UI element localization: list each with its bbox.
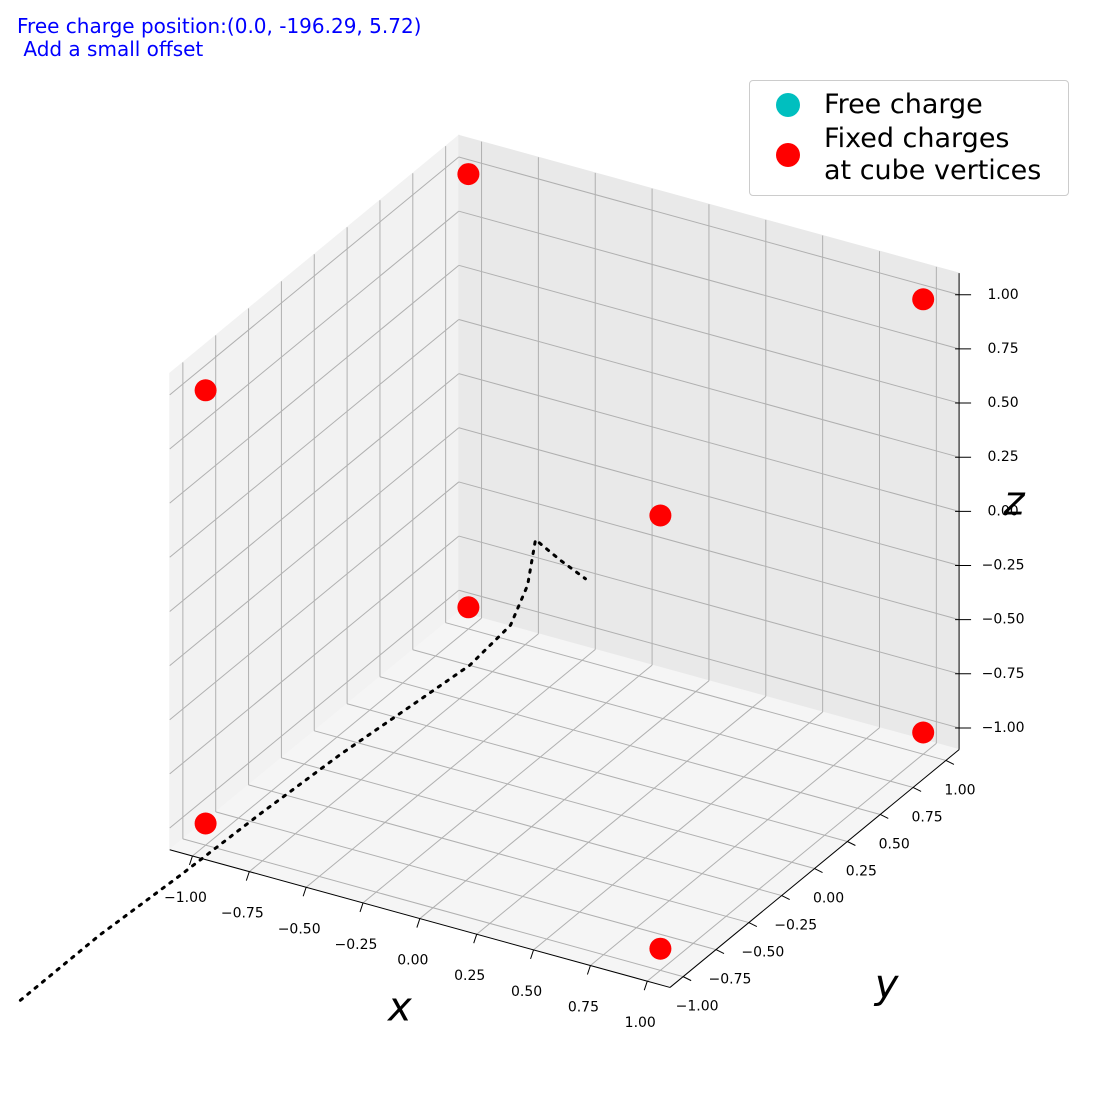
- x-tick: [302, 887, 307, 897]
- legend-label: Free charge: [824, 89, 983, 120]
- y-tick-label: 0.25: [846, 863, 877, 879]
- grid-line: [169, 210, 460, 450]
- x-tick: [245, 871, 250, 881]
- grid-line: [458, 210, 960, 350]
- charge-point: [194, 379, 217, 402]
- y-tick-label: 0.50: [879, 836, 910, 852]
- grid-line: [458, 264, 960, 404]
- y-axis-line: [669, 749, 960, 988]
- grid-line: [169, 373, 460, 612]
- x-tick: [359, 902, 364, 913]
- x-tick-label: 0.00: [397, 953, 428, 969]
- legend-item: Fixed charges at cube vertices: [750, 123, 1068, 187]
- z-tick-label: 0.25: [987, 449, 1018, 465]
- z-tick-label: −1.00: [982, 720, 1025, 736]
- charge-point: [457, 163, 480, 186]
- charge-point: [912, 721, 935, 744]
- x-tick: [530, 949, 535, 960]
- legend-marker: [776, 93, 800, 117]
- charge-point: [912, 288, 935, 311]
- legend: Free charge Fixed charges at cube vertice…: [749, 80, 1069, 196]
- grid-line: [182, 838, 684, 978]
- z-axis-label: z: [1003, 478, 1026, 524]
- x-tick: [643, 981, 648, 991]
- x-axis-label: x: [386, 985, 412, 1031]
- trajectory: [18, 536, 587, 1002]
- grid-line: [412, 649, 914, 788]
- grid-line: [169, 427, 460, 666]
- grid-line: [281, 757, 782, 897]
- z-tick-label: −0.25: [982, 558, 1025, 574]
- y-tick-label: 0.75: [912, 809, 943, 825]
- x-tick-label: 0.25: [454, 968, 485, 984]
- grid-line: [458, 535, 960, 675]
- y-tick: [847, 841, 856, 846]
- grid-line: [169, 156, 460, 396]
- charge-point: [194, 812, 217, 835]
- grid-line: [169, 589, 460, 829]
- y-tick: [682, 976, 692, 982]
- legend-label: Fixed charges at cube vertices: [824, 123, 1042, 186]
- y-tick: [748, 922, 758, 928]
- grid-line: [458, 589, 960, 729]
- x-tick-label: −0.75: [221, 906, 264, 922]
- legend-item: Free charge: [750, 89, 1068, 121]
- y-tick: [945, 759, 955, 765]
- y-tick-label: −1.00: [676, 999, 719, 1015]
- grid-line: [379, 676, 881, 815]
- grid-line: [314, 730, 815, 870]
- y-tick-label: 1.00: [944, 782, 975, 798]
- grid-line: [169, 481, 460, 721]
- x-tick-label: 1.00: [625, 1015, 656, 1031]
- z-tick-label: 0.00: [987, 503, 1018, 519]
- grid-line: [169, 319, 460, 558]
- y-tick-label: −0.75: [709, 972, 752, 988]
- y-tick: [814, 868, 823, 873]
- x-tick: [188, 855, 193, 866]
- x-tick: [473, 934, 478, 944]
- grid-line: [458, 318, 960, 458]
- y-tick-label: 0.00: [813, 891, 844, 907]
- x-tick: [586, 965, 591, 975]
- grid-line: [458, 481, 960, 621]
- x-tick-label: 0.75: [568, 1000, 599, 1016]
- x-axis-line: [169, 849, 671, 988]
- y-axis-label: y: [874, 962, 900, 1008]
- legend-marker: [776, 143, 800, 167]
- x-tick-label: −1.00: [164, 890, 207, 906]
- z-tick-label: 0.75: [987, 341, 1018, 357]
- y-tick: [912, 786, 922, 792]
- y-tick-label: −0.50: [741, 945, 784, 961]
- x-tick-label: 0.50: [511, 984, 542, 1000]
- x-tick-label: −0.25: [335, 937, 378, 953]
- z-tick-label: −0.75: [982, 666, 1025, 682]
- grid-line: [346, 703, 848, 842]
- x-tick: [416, 918, 421, 928]
- y-tick: [715, 949, 725, 955]
- charge-point: [649, 504, 672, 527]
- grid-line: [169, 535, 460, 775]
- grid-line: [169, 264, 460, 504]
- charge-point: [457, 596, 480, 619]
- grid-line: [458, 373, 960, 512]
- grid-line: [458, 427, 960, 566]
- y-tick: [880, 814, 889, 819]
- charge-point: [649, 937, 672, 960]
- z-tick-label: −0.50: [982, 612, 1025, 628]
- grid-line: [458, 156, 960, 296]
- z-tick-label: 0.50: [987, 395, 1018, 411]
- z-tick-label: 1.00: [987, 287, 1018, 303]
- grid-line: [215, 811, 717, 951]
- y-tick-label: −0.25: [774, 918, 817, 934]
- grid-line: [248, 784, 749, 924]
- grid-line: [445, 622, 947, 761]
- y-tick: [781, 895, 790, 900]
- chart-title: Free charge position:(0.0, -196.29, 5.72…: [17, 14, 422, 61]
- x-tick-label: −0.50: [278, 921, 321, 937]
